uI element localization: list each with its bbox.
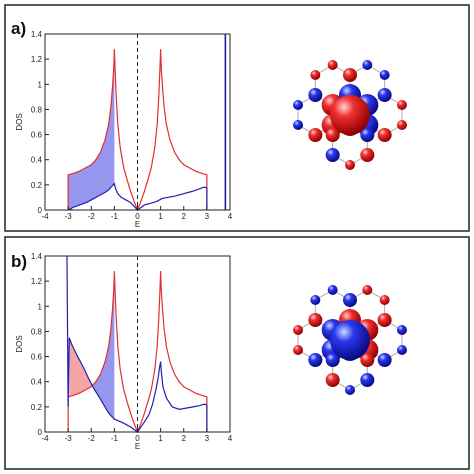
x-tick-label: 3 [205,434,210,443]
y-tick-label: 0.8 [31,105,43,114]
lattice-atom [396,100,407,110]
panel-a-frame [4,4,470,232]
lattice-atom [308,88,323,102]
x-tick-label: 4 [228,212,233,221]
y-tick-label: 1 [38,302,43,311]
lattice-b [293,285,407,395]
lattice-atom [293,325,304,335]
lattice-atom [379,70,390,80]
x-tick-label: -1 [111,212,119,221]
central-atom [330,95,370,135]
lattice-atom [327,285,338,295]
x-tick-label: -2 [88,212,96,221]
x-tick-label: -4 [41,212,49,221]
dos-chart-a: -4 -3 -2 -1 0 1 2 3 4 0 0.2 0.4 0.6 0.8 1 1.2 1.4 E DOS [15,30,233,229]
lattice-atom [379,295,390,305]
x-tick-label: 4 [228,434,233,443]
panel-b-frame [4,236,470,470]
x-tick-label: 1 [158,212,163,221]
lattice-atom [327,60,338,70]
lattice-atom [325,128,340,142]
lattice-a [293,60,407,170]
y-tick-label: 0.4 [31,156,43,165]
y-tick-label: 0 [38,428,43,437]
lattice-atom [325,148,340,162]
lattice-atom [360,353,375,367]
lattice-atom [345,385,355,395]
lattice-atom [310,70,321,80]
x-tick-label: 1 [158,434,163,443]
lattice-atom [310,295,321,305]
x-tick-label: -3 [65,434,73,443]
lattice-atom [377,313,392,327]
lattice-atom [293,120,304,130]
lattice-atom [308,353,323,367]
y-tick-label: 0.6 [31,131,43,140]
dos-chart-b: -4 -3 -2 -1 0 1 2 3 4 0 0.2 0.4 0.6 0.8 1 1.2 1.4 E DOS [15,252,233,451]
panel-a-label: a) [11,19,26,38]
y-axis-label: DOS [15,113,24,130]
y-tick-label: 1.4 [31,30,43,39]
central-atom [330,320,370,360]
x-axis-label: E [135,442,140,451]
y-tick-label: 0 [38,206,43,215]
lattice-atom [343,68,357,82]
x-tick-label: 2 [182,434,187,443]
x-axis-label: E [135,220,140,229]
y-tick-label: 1 [38,80,43,89]
x-tick-label: 0 [135,434,140,443]
y-tick-label: 0.4 [31,378,43,387]
lattice-atom [377,128,392,142]
series-line-1 [66,255,208,433]
x-tick-label: -3 [65,212,73,221]
shaded-region [93,271,115,420]
lattice-atom [377,88,392,102]
panel-b-label: b) [11,252,27,271]
x-tick-label: 0 [135,212,140,221]
lattice-atom [308,313,323,327]
lattice-atom [308,128,323,142]
lattice-atom [377,353,392,367]
y-tick-label: 0.8 [31,327,43,336]
x-tick-label: -4 [41,434,49,443]
x-tick-label: -1 [111,434,119,443]
lattice-atom [325,353,340,367]
y-tick-label: 1.2 [31,277,43,286]
y-tick-label: 0.6 [31,353,43,362]
lattice-atom [396,325,407,335]
lattice-atom [360,373,375,387]
y-tick-label: 0.2 [31,403,43,412]
y-tick-label: 0.2 [31,181,43,190]
y-tick-label: 1.2 [31,55,43,64]
y-axis-label: DOS [15,335,24,352]
y-tick-label: 1.4 [31,252,43,261]
lattice-atom [396,120,407,130]
lattice-atom [360,148,375,162]
lattice-atom [293,100,304,110]
x-tick-label: 2 [182,212,187,221]
x-tick-label: -2 [88,434,96,443]
lattice-atom [362,285,373,295]
shaded-region [68,49,115,211]
lattice-atom [362,60,373,70]
lattice-atom [343,293,357,307]
lattice-atom [345,160,355,170]
lattice-atom [293,345,304,355]
lattice-atom [396,345,407,355]
x-tick-label: 3 [205,212,210,221]
lattice-atom [360,128,375,142]
lattice-atom [325,373,340,387]
